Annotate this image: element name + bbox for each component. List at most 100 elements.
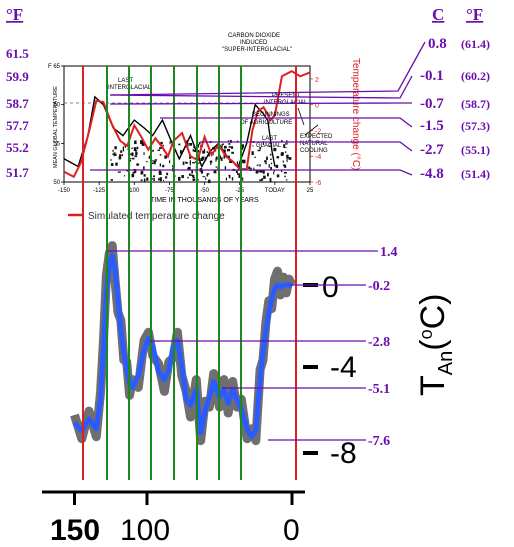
speckle-dot: [197, 150, 200, 153]
speckle-dot: [250, 167, 252, 171]
speckle-dot: [276, 174, 280, 178]
speckle-dot: [215, 166, 218, 168]
speckle-dot: [248, 166, 251, 169]
speckle-dot: [140, 179, 143, 182]
speckle-dot: [202, 176, 206, 178]
speckle-dot: [210, 162, 212, 165]
speckle-dot: [229, 140, 232, 143]
speckle-dot: [120, 150, 123, 153]
connector-line: [109, 75, 413, 99]
inset-annotation: INDUCED: [240, 40, 268, 46]
speckle-dot: [182, 161, 185, 165]
speckle-dot: [131, 173, 135, 178]
speckle-dot: [228, 146, 231, 148]
speckle-dot: [270, 158, 272, 160]
inset-annotation: NATURAL: [300, 141, 328, 147]
right-c-value: -1.5: [420, 118, 444, 134]
speckle-dot: [253, 167, 255, 171]
speckle-dot: [227, 140, 229, 142]
speckle-dot: [131, 157, 135, 160]
speckle-dot: [110, 163, 114, 166]
speckle-dot: [241, 144, 244, 148]
speckle-dot: [262, 170, 265, 174]
speckle-dot: [257, 149, 261, 152]
main-y-tick-label: 0: [322, 271, 339, 304]
speckle-dot: [281, 170, 283, 173]
speckle-dot: [192, 177, 195, 179]
speckle-dot: [198, 162, 200, 165]
speckle-dot: [269, 177, 272, 182]
speckle-dot: [143, 178, 146, 183]
speckle-dot: [228, 174, 231, 179]
speckle-dot: [178, 176, 181, 181]
speckle-dot: [268, 164, 270, 168]
left-f-header: °F: [6, 5, 23, 24]
right-temperature-labels: C °F 0.8 (61.4) -0.1 (60.2) -0.7 (58.7) …: [420, 5, 490, 182]
connector-line: [160, 117, 413, 128]
main-y-tick-label: -8: [330, 437, 357, 470]
inset-right-axis-label: Temperature change (°C): [350, 58, 361, 170]
speckle-dot: [221, 145, 223, 148]
speckle-dot: [187, 142, 189, 147]
speckle-dot: [110, 179, 113, 181]
speckle-dot: [113, 153, 115, 157]
speckle-dot: [201, 156, 205, 160]
inset-right-tick-label: 0: [315, 103, 319, 110]
speckle-dot: [114, 153, 117, 156]
speckle-dot: [169, 141, 171, 145]
speckle-dot: [283, 164, 285, 167]
red-boundary-lines: [82, 66, 297, 480]
speckle-dot: [275, 164, 279, 168]
speckle-dot: [153, 177, 155, 182]
main-value-label: -7.6: [368, 434, 390, 449]
speckle-dot: [113, 152, 116, 154]
left-f-value: 57.7: [6, 118, 29, 133]
speckle-dot: [259, 179, 262, 181]
speckle-dot: [228, 143, 231, 145]
main-value-label: 1.4: [380, 245, 398, 260]
speckle-dot: [215, 157, 217, 162]
speckle-dot: [159, 154, 162, 156]
speckle-dot: [192, 162, 195, 164]
inset-annotation: INTERGLACIAL: [108, 85, 152, 91]
speckle-dot: [282, 160, 284, 163]
inset-annotation: BEGINNINGS: [252, 112, 290, 118]
speckle-dot: [256, 164, 259, 166]
speckle-dot: [189, 143, 193, 146]
speckle-dot: [231, 146, 234, 149]
speckle-dot: [266, 156, 268, 160]
right-f-value: (55.1): [461, 143, 490, 157]
inset-annotation: PRESENT: [272, 93, 301, 99]
main-series-blue-line: [72, 252, 292, 440]
main-y-ticks: [303, 283, 318, 455]
speckle-dot: [141, 142, 145, 146]
speckle-dot: [143, 166, 145, 170]
speckle-dot: [131, 147, 133, 149]
speckle-dot: [146, 177, 149, 181]
speckle-dot: [130, 153, 132, 156]
inset-annotation: GLACIAL: [256, 143, 282, 149]
speckle-dot: [273, 170, 275, 172]
speckle-dot: [225, 177, 227, 181]
speckle-dot: [121, 154, 123, 157]
speckle-dot: [181, 175, 184, 179]
speckle-dot: [241, 146, 244, 150]
speckle-dot: [134, 155, 138, 158]
right-f-value: (60.2): [461, 69, 490, 83]
inset-annotation: OF AGRICULTURE: [240, 120, 292, 126]
speckle-dot: [124, 145, 126, 148]
speckle-dot: [286, 158, 288, 163]
inset-left-tick-label: 60: [53, 103, 60, 109]
inset-right-tick-label: -4: [315, 154, 321, 161]
speckle-dot: [129, 159, 132, 162]
inset-annotation: "SUPER-INTERGLACIAL": [222, 47, 292, 53]
speckle-dot: [193, 150, 197, 152]
speckle-dot: [258, 169, 261, 173]
speckle-dot: [283, 171, 287, 174]
inset-x-ticks: -150 -125 100 -75 -50 -25 TODAY 25: [58, 182, 314, 194]
speckle-dot: [159, 172, 162, 175]
speckle-dot: [172, 165, 174, 168]
inset-x-tick-label: -150: [58, 188, 71, 194]
speckle-dot: [205, 177, 207, 180]
speckle-dot: [114, 146, 117, 150]
